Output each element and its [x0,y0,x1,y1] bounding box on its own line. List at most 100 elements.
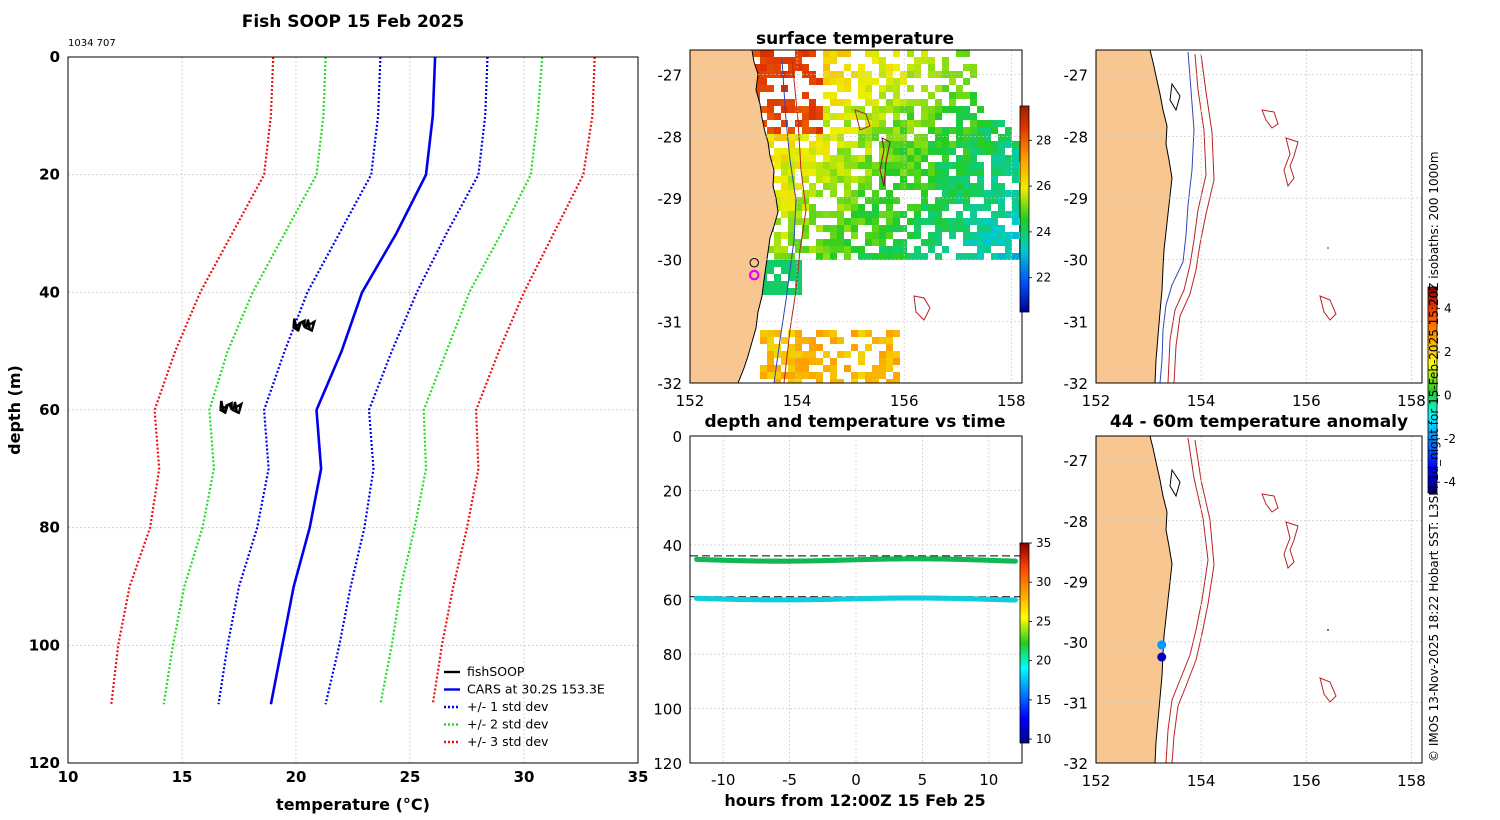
sst-pixel [998,141,1005,148]
sst-pixel [816,379,823,383]
sst-pixel [956,134,963,141]
profile-legend: fishSOOP CARS at 30.2S 153.3E +/- 1 std de… [444,664,605,749]
sst-pixel [928,246,935,253]
isobath-map: 152 154 156 158 -27 -28 -29 -30 -31 -32 [1064,49,1426,410]
series-line [379,57,544,705]
sst-pixel [788,183,795,190]
sst-pixel [774,57,781,64]
sst-pixel [984,239,991,246]
sst-pixel [963,176,970,183]
x-tick-label: 152 [1082,392,1111,410]
sst-pixel [949,99,956,106]
sst-pixel [795,134,802,141]
colorbar-label: 28 [1036,133,1051,147]
sst-pixel [928,169,935,176]
sst-pixel [767,85,774,92]
sst-pixel [872,211,879,218]
sst-pixel [823,239,830,246]
sst-pixel [977,239,984,246]
sst-pixel [872,218,879,225]
sst-pixel [970,183,977,190]
sst-pixel [760,337,767,344]
sst-pixel [914,204,921,211]
sst-pixel [900,225,907,232]
sst-pixel [795,155,802,162]
sst-pixel [802,176,809,183]
side-caption: © IMOS 13-Nov-2025 18:22 Hobart SST: L3S… [1427,151,1441,762]
sst-pixel [879,162,886,169]
sst-pixel [837,162,844,169]
sst-pixel [767,330,774,337]
sst-pixel [893,78,900,85]
sst-pixel [802,120,809,127]
colorbar-label: 0 [1444,388,1452,402]
sst-pixel [886,99,893,106]
sst-pixel [872,372,879,379]
sst-pixel [858,246,865,253]
sst-pixel [935,134,942,141]
sst-pixel [809,71,816,78]
sst-pixel [879,127,886,134]
x-tick-label: 154 [783,392,812,410]
sst-pixel [914,148,921,155]
sst-pixel [830,169,837,176]
colorbar-label: -4 [1444,475,1456,489]
sst-pixel [956,141,963,148]
sst-pixel [949,176,956,183]
sst-pixel [984,120,991,127]
sst-pixel [781,267,788,274]
sst-pixel [998,232,1005,239]
sst-pixel [851,127,858,134]
sst-pixel [816,162,823,169]
sst-pixel [781,134,788,141]
sst-pixel [977,218,984,225]
sst-pixel [921,113,928,120]
sst-pixel [767,344,774,351]
y-tick-label: -27 [658,67,683,85]
depth-time-chart: depth and temperature vs time -10 -5 0 5 100… [653,412,1051,810]
sst-pixel [830,127,837,134]
x-tick-label: 10 [58,768,79,786]
sst-pixel [900,120,907,127]
sst-pixel [851,218,858,225]
sst-pixel [942,134,949,141]
sst-pixel [879,106,886,113]
sst-pixel [984,141,991,148]
sst-pixel [816,344,823,351]
sst-pixel [788,162,795,169]
sst-pixel [963,204,970,211]
sst-pixel [942,190,949,197]
sst-pixel [781,71,788,78]
sst-pixel [900,183,907,190]
sst-pixel [900,141,907,148]
sst-pixel [767,260,774,267]
y-tick-label: 100 [29,636,60,654]
sst-pixel [872,379,879,383]
x-tick-label: 158 [997,392,1026,410]
sst-pixel [907,127,914,134]
sst-pixel [851,141,858,148]
sst-pixel [921,120,928,127]
sst-colorbar [1019,105,1030,313]
sst-pixel [893,379,900,383]
sst-pixel [991,232,998,239]
sst-pixel [872,239,879,246]
sst-pixel [886,365,893,372]
sst-pixel [893,134,900,141]
sst-pixel [851,113,858,120]
sst-pixel [921,239,928,246]
sst-pixel [865,162,872,169]
sst-pixel [935,113,942,120]
sst-pixel [1012,253,1019,260]
sst-pixel [956,92,963,99]
sst-pixel [984,127,991,134]
sst-pixel [816,78,823,85]
sst-pixel [865,113,872,120]
y-tick-label: -29 [658,190,683,208]
colorbar-label: 15 [1036,693,1051,707]
sst-pixel [767,134,774,141]
sst-pixel [830,162,837,169]
sst-pixel [984,225,991,232]
sst-pixel [893,127,900,134]
sst-pixel [991,253,998,260]
